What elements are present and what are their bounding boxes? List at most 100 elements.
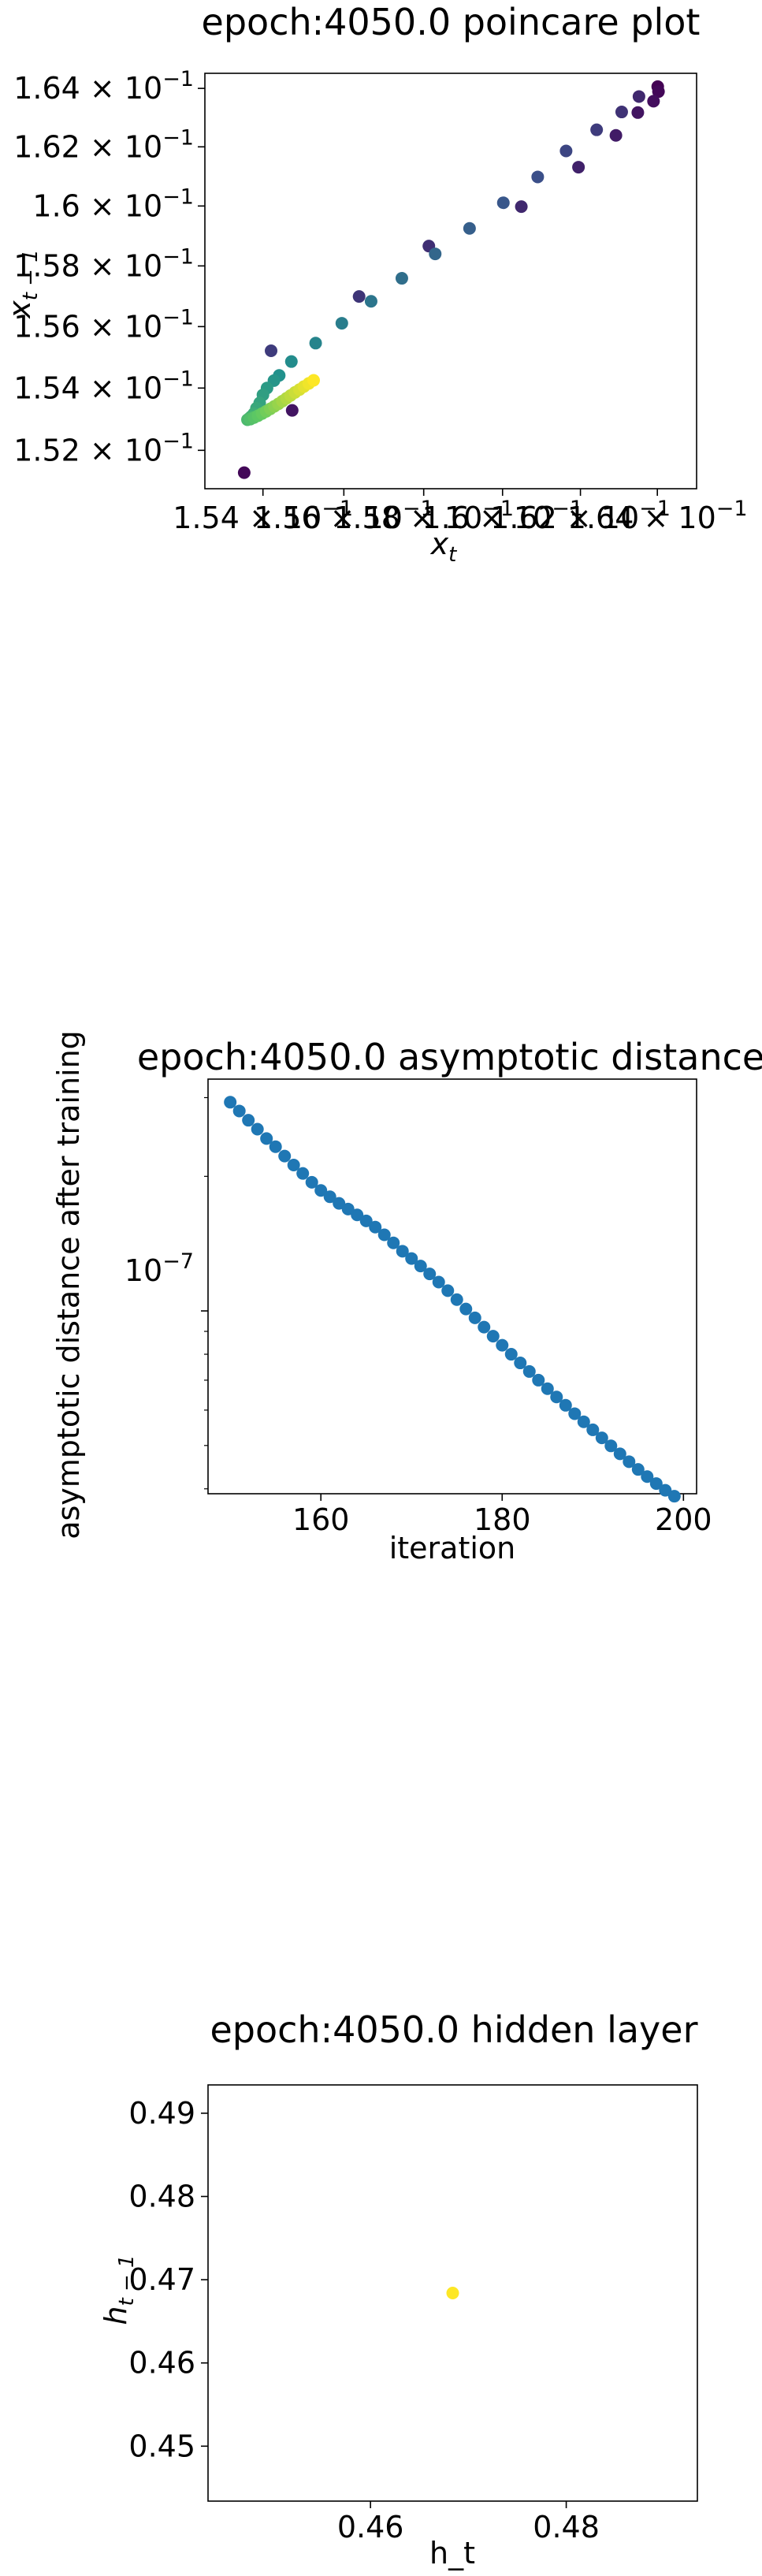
- poincare-y-tick-label: 1.56 × 10−1: [13, 305, 194, 344]
- poincare-point: [572, 161, 585, 174]
- poincare-chart: epoch:4050.0 poincare plot 1.52 × 10−11.…: [2, 1, 748, 567]
- poincare-y-tick-label: 1.58 × 10−1: [13, 244, 194, 283]
- asymptotic-point: [641, 1470, 654, 1483]
- asymptotic-point: [287, 1158, 300, 1171]
- asymptotic-point: [296, 1167, 310, 1180]
- asymptotic-point: [224, 1096, 237, 1109]
- asymptotic-point: [522, 1364, 536, 1378]
- asymptotic-points: [224, 1096, 681, 1503]
- poincare-point: [652, 85, 665, 99]
- poincare-y-tick-label: 1.6 × 10−1: [32, 184, 194, 223]
- poincare-y-axis-label: xt − 1: [2, 249, 43, 319]
- hidden-layer-y-ticks: 0.45 0.46 0.47 0.48 0.49: [128, 2096, 208, 2463]
- asymptotic-point: [251, 1122, 264, 1136]
- asymptotic-point: [586, 1423, 600, 1436]
- hidden-layer-y-tick-label: 0.49: [128, 2096, 195, 2131]
- poincare-point: [284, 355, 298, 368]
- poincare-y-tick-label: 1.54 × 10−1: [13, 367, 194, 405]
- poincare-x-tick-label: 1.64 × 10−1: [567, 497, 748, 535]
- poincare-point: [615, 106, 628, 119]
- asymptotic-point: [405, 1252, 418, 1265]
- asymptotic-point: [305, 1175, 318, 1189]
- asymptotic-point: [468, 1311, 481, 1324]
- poincare-point: [609, 128, 623, 142]
- poincare-x-tick-label: 1.56 × 10−1: [254, 497, 434, 535]
- poincare-point: [285, 404, 299, 417]
- asymptotic-point: [459, 1302, 473, 1316]
- hidden-layer-title: epoch:4050.0 hidden layer: [210, 2008, 698, 2051]
- asymptotic-x-tick-label: 180: [474, 1502, 531, 1537]
- asymptotic-y-tick-label: 10−7: [125, 1249, 194, 1288]
- hidden-layer-y-tick-label: 0.47: [128, 2262, 195, 2297]
- poincare-point: [463, 221, 476, 235]
- asymptotic-point: [369, 1220, 382, 1234]
- asymptotic-point: [232, 1104, 246, 1118]
- asymptotic-point: [377, 1228, 391, 1241]
- poincare-point: [265, 344, 278, 358]
- hidden-layer-point: [446, 2287, 459, 2299]
- hidden-layer-axes-frame: [207, 2084, 698, 2502]
- asymptotic-point: [450, 1293, 463, 1306]
- poincare-x-tick-label: 1.6 × 10−1: [422, 497, 583, 535]
- asymptotic-x-tick-label: 160: [292, 1502, 350, 1537]
- asymptotic-x-ticks: 160 180 200: [292, 1494, 712, 1537]
- asymptotic-title: epoch:4050.0 asymptotic distance: [137, 1036, 762, 1078]
- asymptotic-axes-frame: [207, 1078, 697, 1495]
- asymptotic-point: [278, 1149, 292, 1163]
- poincare-point: [647, 95, 660, 108]
- asymptotic-point: [269, 1140, 282, 1153]
- poincare-point: [631, 106, 645, 119]
- asymptotic-point: [623, 1455, 636, 1469]
- poincare-x-tick-label: 1.54 × 10−1: [173, 497, 353, 535]
- poincare-axes-frame: [204, 73, 697, 490]
- hidden-layer-x-tick-label: 0.48: [533, 2510, 600, 2544]
- asymptotic-point: [441, 1284, 455, 1297]
- asymptotic-point: [541, 1382, 554, 1395]
- asymptotic-point: [577, 1415, 590, 1428]
- poincare-point: [531, 170, 545, 184]
- asymptotic-point: [667, 1490, 681, 1503]
- poincare-point: [559, 144, 573, 158]
- poincare-y-ticks: 1.52 × 10−1 1.54 × 10−1 1.56 × 10−1 1.58 × …: [13, 67, 205, 467]
- poincare-y-tick-label: 1.52 × 10−1: [13, 429, 194, 467]
- poincare-point: [307, 374, 321, 387]
- asymptotic-point: [568, 1407, 582, 1420]
- poincare-point: [364, 295, 377, 308]
- poincare-point: [515, 200, 528, 214]
- asymptotic-point: [649, 1477, 663, 1491]
- asymptotic-x-axis-label: iteration: [389, 1531, 516, 1565]
- hidden-layer-chart: epoch:4050.0 hidden layer 0.450.460.470.…: [99, 2008, 698, 2570]
- asymptotic-point: [559, 1398, 572, 1412]
- asymptotic-chart: epoch:4050.0 asymptotic distance 160 180 2…: [51, 1030, 762, 1565]
- asymptotic-point: [514, 1357, 527, 1370]
- asymptotic-point: [359, 1214, 373, 1227]
- asymptotic-point: [333, 1197, 346, 1210]
- asymptotic-point: [613, 1447, 626, 1461]
- asymptotic-y-ticks: [201, 1096, 208, 1490]
- asymptotic-point: [659, 1483, 672, 1497]
- poincare-point: [590, 123, 604, 136]
- poincare-point: [429, 248, 442, 261]
- hidden-layer-x-tick-label: 0.46: [337, 2510, 404, 2544]
- poincare-x-tick-label: 1.58 × 10−1: [333, 497, 514, 535]
- poincare-x-ticks: 1.54 × 10−11.56 × 10−11.58 × 10−11.6 × 1…: [173, 489, 748, 535]
- asymptotic-point: [423, 1268, 437, 1281]
- asymptotic-point: [414, 1260, 427, 1273]
- poincare-x-tick-label: 1.62 × 10−1: [490, 497, 671, 535]
- asymptotic-point: [478, 1320, 491, 1334]
- hidden-layer-x-ticks: 0.46 0.48: [337, 2501, 600, 2544]
- asymptotic-y-axis-label: asymptotic distance after training: [51, 1030, 86, 1539]
- hidden-layer-y-tick-label: 0.45: [128, 2429, 195, 2463]
- asymptotic-point: [260, 1132, 273, 1145]
- hidden-layer-y-axis-label: ht − 1: [99, 2254, 139, 2325]
- poincare-y-tick-label: 1.64 × 10−1: [13, 67, 194, 106]
- poincare-point: [335, 317, 348, 330]
- poincare-point: [237, 466, 251, 479]
- asymptotic-point: [242, 1114, 255, 1127]
- poincare-y-tick-label: 1.62 × 10−1: [13, 125, 194, 164]
- asymptotic-point: [496, 1338, 509, 1352]
- poincare-point: [309, 337, 322, 350]
- asymptotic-point: [595, 1431, 608, 1445]
- poincare-points: [237, 80, 665, 479]
